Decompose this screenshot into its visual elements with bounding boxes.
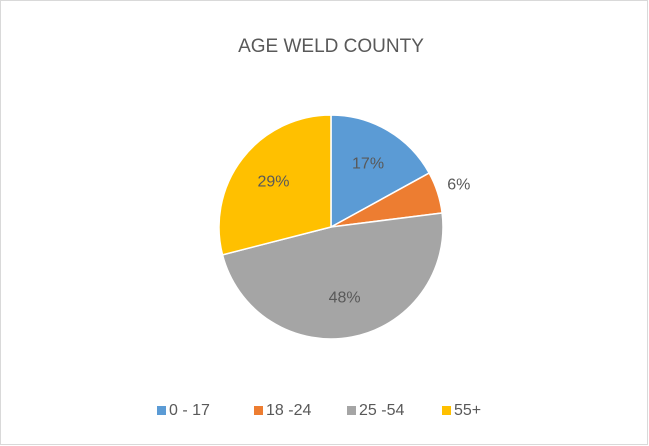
legend-label: 0 - 17 <box>169 402 210 419</box>
data-label: 48% <box>329 290 361 307</box>
pie-slice <box>330 114 431 229</box>
data-label: 6% <box>447 177 470 194</box>
data-label: 17% <box>352 156 384 173</box>
legend-swatch <box>254 406 263 415</box>
chart-title: AGE WELD COUNTY <box>238 36 424 57</box>
pie-slice <box>218 114 332 256</box>
legend-label: 55+ <box>454 402 481 419</box>
legend-swatch <box>442 406 451 415</box>
data-label: 29% <box>257 174 289 191</box>
legend-label: 18 -24 <box>266 402 311 419</box>
legend-swatch <box>347 406 356 415</box>
pie-slice <box>221 212 444 340</box>
legend-swatch <box>157 406 166 415</box>
legend-label: 25 -54 <box>359 402 404 419</box>
